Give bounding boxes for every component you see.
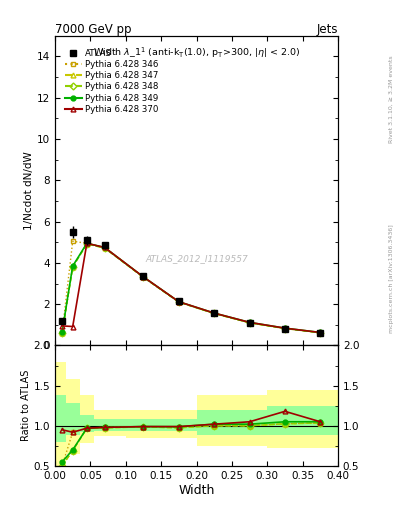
X-axis label: Width: Width — [178, 483, 215, 497]
Text: mcplots.cern.ch [arXiv:1306.3436]: mcplots.cern.ch [arXiv:1306.3436] — [389, 224, 393, 333]
Legend: ATLAS, Pythia 6.428 346, Pythia 6.428 347, Pythia 6.428 348, Pythia 6.428 349, P: ATLAS, Pythia 6.428 346, Pythia 6.428 34… — [62, 47, 162, 116]
Text: Jets: Jets — [316, 23, 338, 36]
Y-axis label: Ratio to ATLAS: Ratio to ATLAS — [21, 370, 31, 441]
Y-axis label: 1/Ncdot dN/dW: 1/Ncdot dN/dW — [24, 151, 34, 230]
Text: ATLAS_2012_I1119557: ATLAS_2012_I1119557 — [145, 254, 248, 263]
Text: Rivet 3.1.10, ≥ 3.2M events: Rivet 3.1.10, ≥ 3.2M events — [389, 56, 393, 143]
Text: Width $\lambda\_1^1$ (anti-k$_\mathrm{T}$(1.0), p$_\mathrm{T}$>300, |$\eta$| < 2: Width $\lambda\_1^1$ (anti-k$_\mathrm{T}… — [93, 45, 300, 60]
Text: 7000 GeV pp: 7000 GeV pp — [55, 23, 132, 36]
